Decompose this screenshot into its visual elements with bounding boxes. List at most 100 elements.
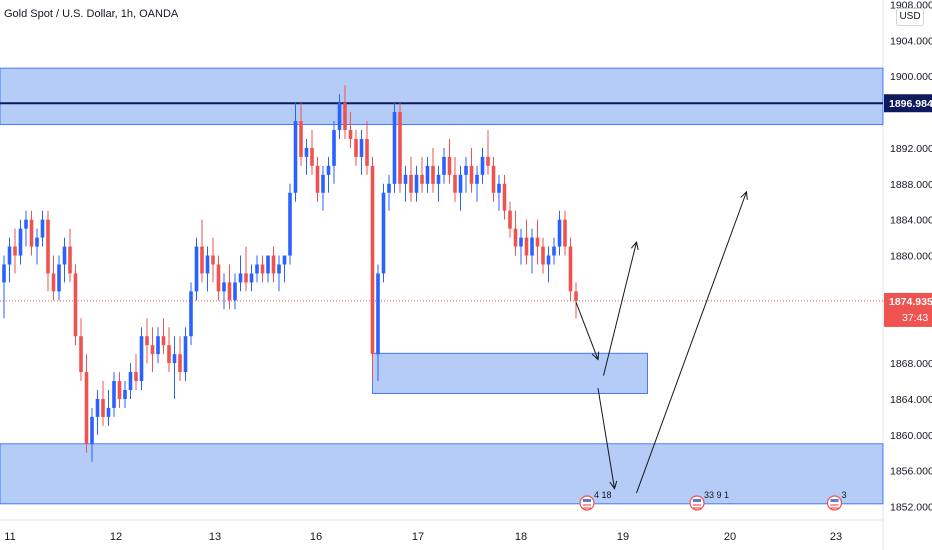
candle-body[interactable] (337, 103, 342, 130)
candle-body[interactable] (431, 165, 435, 184)
projection-arrow[interactable] (636, 191, 747, 494)
candle-body[interactable] (321, 174, 325, 193)
candle-body[interactable] (194, 246, 199, 292)
candle-body[interactable] (315, 165, 320, 193)
candle-body[interactable] (519, 237, 523, 247)
candle-body[interactable] (376, 273, 380, 355)
candle-body[interactable] (299, 121, 303, 157)
candle-body[interactable] (480, 156, 485, 175)
candle-body[interactable] (200, 246, 204, 274)
candle-body[interactable] (453, 174, 457, 193)
projection-arrow[interactable] (575, 301, 599, 360)
candle-body[interactable] (156, 336, 160, 355)
candle-body[interactable] (359, 138, 364, 157)
candle-body[interactable] (2, 264, 6, 283)
candle-body[interactable] (282, 255, 287, 265)
demand-zone-low[interactable] (0, 443, 884, 505)
candle-body[interactable] (574, 291, 578, 301)
candle-body[interactable] (134, 372, 138, 382)
candle-body[interactable] (568, 246, 573, 292)
candle-body[interactable] (304, 147, 309, 157)
candle-body[interactable] (497, 183, 501, 193)
candle-body[interactable] (381, 192, 386, 274)
candle-body[interactable] (436, 174, 441, 184)
candle-body[interactable] (101, 398, 105, 417)
candle-body[interactable] (502, 183, 507, 211)
candle-body[interactable] (62, 246, 67, 265)
candle-body[interactable] (95, 398, 100, 417)
candle-body[interactable] (288, 192, 292, 256)
candle-body[interactable] (68, 246, 72, 274)
candle-body[interactable] (398, 112, 402, 184)
candle-body[interactable] (211, 255, 215, 265)
candle-body[interactable] (29, 219, 34, 247)
candle-body[interactable] (552, 246, 556, 256)
candle-body[interactable] (90, 416, 94, 444)
candle-body[interactable] (332, 130, 336, 166)
candle-body[interactable] (260, 264, 265, 274)
candle-body[interactable] (57, 264, 61, 292)
candle-body[interactable] (508, 210, 512, 229)
candle-body[interactable] (178, 354, 182, 373)
candle-body[interactable] (464, 165, 468, 175)
candle-body[interactable] (469, 165, 474, 184)
candle-body[interactable] (271, 255, 276, 274)
candle-body[interactable] (414, 174, 419, 193)
candle-body[interactable] (35, 237, 39, 247)
candle-body[interactable] (326, 165, 331, 175)
candle-body[interactable] (475, 174, 479, 184)
candle-body[interactable] (409, 174, 413, 193)
candle-body[interactable] (370, 165, 375, 355)
candle-body[interactable] (458, 174, 463, 193)
candle-body[interactable] (535, 237, 540, 247)
candle-body[interactable] (310, 147, 314, 166)
candle-body[interactable] (106, 407, 111, 417)
candle-body[interactable] (79, 336, 83, 373)
candle-body[interactable] (216, 264, 221, 292)
candle-body[interactable] (524, 237, 529, 256)
candle-body[interactable] (293, 121, 298, 193)
candle-body[interactable] (425, 165, 430, 184)
candle-body[interactable] (447, 156, 452, 175)
candle-body[interactable] (343, 103, 347, 130)
demand-zone-mid[interactable] (372, 352, 648, 394)
candle-body[interactable] (40, 219, 45, 238)
candle-body[interactable] (255, 264, 259, 274)
candle-body[interactable] (491, 165, 496, 193)
projection-arrow[interactable] (597, 388, 615, 489)
candle-body[interactable] (244, 273, 248, 283)
candle-body[interactable] (24, 219, 28, 229)
candle-body[interactable] (172, 354, 177, 364)
candle-body[interactable] (139, 336, 144, 382)
candle-body[interactable] (403, 174, 408, 184)
candle-body[interactable] (183, 336, 188, 373)
candle-body[interactable] (13, 246, 17, 256)
candle-body[interactable] (557, 219, 562, 247)
candle-body[interactable] (233, 282, 237, 301)
candle-body[interactable] (161, 336, 166, 346)
candle-body[interactable] (73, 273, 78, 337)
currency-button[interactable]: USD (896, 8, 924, 26)
candle-body[interactable] (530, 237, 534, 256)
candle-body[interactable] (365, 138, 369, 166)
candle-body[interactable] (117, 381, 122, 399)
candle-body[interactable] (486, 156, 490, 166)
candle-body[interactable] (7, 246, 12, 265)
candle-body[interactable] (238, 273, 243, 283)
candle-body[interactable] (442, 156, 446, 175)
candle-body[interactable] (205, 255, 210, 274)
candle-body[interactable] (513, 228, 518, 247)
candle-body[interactable] (46, 219, 50, 274)
candle-body[interactable] (112, 381, 116, 408)
candle-body[interactable] (392, 112, 397, 184)
candle-body[interactable] (150, 345, 155, 355)
candle-body[interactable] (145, 336, 149, 346)
candle-body[interactable] (51, 273, 56, 292)
candle-body[interactable] (249, 273, 254, 283)
projection-arrow[interactable] (603, 241, 637, 376)
candle-body[interactable] (222, 282, 226, 292)
candle-body[interactable] (266, 255, 270, 274)
candle-body[interactable] (541, 246, 545, 265)
candle-body[interactable] (348, 130, 353, 139)
